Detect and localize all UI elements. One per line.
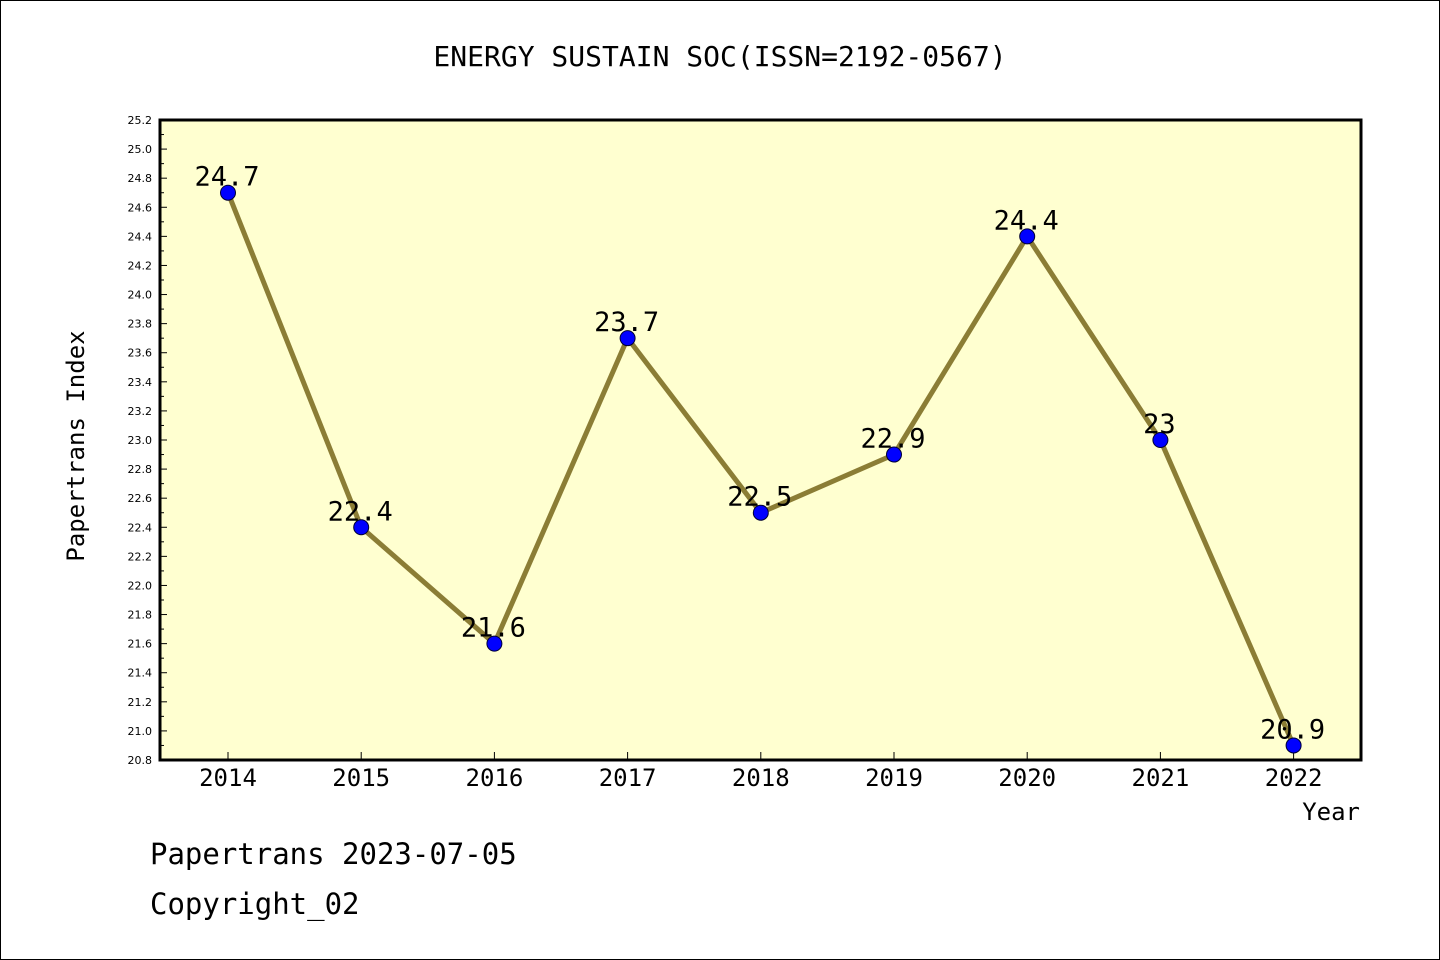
data-point — [220, 184, 236, 201]
y-axis-label: Papertrans Index — [62, 330, 90, 561]
x-tick-label: 2018 — [732, 764, 790, 792]
x-tick-label: 2021 — [1132, 764, 1190, 792]
y-tick-label: 21.8 — [128, 609, 153, 622]
data-label: 22.4 — [328, 496, 393, 527]
x-tick-label: 2022 — [1265, 764, 1323, 792]
x-tick-label: 2020 — [998, 764, 1056, 792]
x-tick-label: 2019 — [865, 764, 923, 792]
data-point — [1285, 737, 1302, 754]
y-tick-label: 23.8 — [128, 318, 153, 331]
data-label: 20.9 — [1260, 714, 1325, 745]
y-tick-label: 20.8 — [128, 754, 153, 767]
data-label: 24.7 — [194, 162, 259, 193]
y-tick-label: 24.6 — [128, 201, 153, 214]
data-labels: 24.7 22.4 21.6 23.7 22.5 22.9 24.4 23 20.9 — [194, 162, 1325, 746]
y-tick-label: 23.4 — [128, 376, 153, 389]
data-point — [1019, 228, 1036, 245]
data-label: 23 — [1143, 409, 1176, 440]
y-tick-label: 25.2 — [128, 114, 153, 127]
x-tick-label: 2015 — [332, 764, 390, 792]
data-point — [886, 446, 902, 463]
data-point — [353, 519, 370, 536]
y-tick-label: 21.6 — [128, 638, 153, 651]
y-tick-label: 21.4 — [128, 667, 153, 680]
data-label: 23.7 — [594, 307, 659, 338]
data-point — [1152, 432, 1169, 448]
x-tick-label: 2016 — [466, 764, 524, 792]
x-tick-label: 2014 — [199, 764, 257, 792]
data-point — [486, 635, 503, 652]
x-axis-label: Year — [1302, 798, 1360, 826]
series-line-group — [220, 184, 1302, 754]
y-tick-label: 22.8 — [128, 463, 153, 476]
data-label: 24.4 — [994, 205, 1059, 236]
y-tick-label: 23.6 — [128, 347, 153, 360]
y-tick-label: 22.2 — [128, 550, 153, 563]
data-label: 22.5 — [727, 482, 792, 513]
x-axis: 2014 2015 2016 2017 2018 2019 2020 2021 2022 — [199, 752, 1322, 792]
y-tick-label: 25.0 — [128, 143, 153, 156]
data-label: 21.6 — [461, 613, 526, 644]
y-tick-label: 24.8 — [128, 172, 153, 185]
y-tick-label: 24.4 — [128, 230, 153, 243]
y-tick-label: 22.0 — [128, 579, 153, 592]
x-tick-label: 2017 — [599, 764, 657, 792]
y-axis: 20.8 21.0 21.2 21.4 21.6 21.8 22.0 22.2 22.4 22.6… — [128, 114, 167, 767]
y-tick-label: 22.4 — [128, 521, 153, 534]
footer-copyright: Copyright_02 — [150, 887, 360, 922]
y-tick-label: 22.6 — [128, 492, 153, 505]
y-tick-label: 23.0 — [128, 434, 153, 447]
y-tick-label: 21.2 — [128, 696, 153, 709]
chart-title: ENERGY SUSTAIN SOC(ISSN=2192-0567) — [433, 40, 1006, 73]
data-point — [752, 504, 769, 521]
plot-area — [158, 118, 1363, 762]
data-point — [619, 330, 636, 347]
y-tick-label: 24.2 — [128, 259, 153, 272]
y-tick-label: 24.0 — [128, 289, 153, 302]
y-tick-label: 23.2 — [128, 405, 153, 418]
footer-date: Papertrans 2023-07-05 — [150, 837, 517, 871]
data-label: 22.9 — [860, 424, 925, 455]
y-tick-label: 21.0 — [128, 725, 153, 738]
